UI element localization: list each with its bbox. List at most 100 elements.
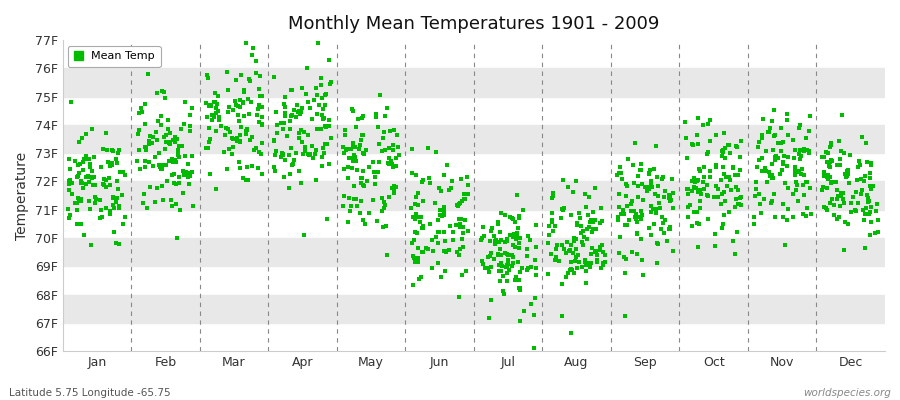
Point — [109, 156, 123, 162]
Point — [154, 166, 168, 172]
Point — [103, 163, 117, 169]
Point — [820, 173, 834, 179]
Point — [296, 232, 310, 238]
Point — [223, 128, 238, 135]
Point — [585, 245, 599, 251]
Point — [766, 175, 780, 182]
Point — [221, 146, 236, 152]
Point — [371, 124, 385, 131]
Point — [755, 132, 770, 138]
Point — [560, 238, 574, 245]
Point — [690, 220, 705, 226]
Point — [500, 235, 515, 242]
Point — [269, 148, 284, 154]
Point — [270, 122, 284, 128]
Point — [477, 233, 491, 239]
Point — [436, 210, 451, 216]
Point — [110, 195, 124, 201]
Point — [849, 189, 863, 196]
Point — [834, 147, 849, 154]
Point — [436, 248, 451, 255]
Point — [105, 202, 120, 209]
Point — [99, 204, 113, 211]
Point — [439, 249, 454, 256]
Bar — [62, 125, 885, 153]
Point — [85, 168, 99, 174]
Point — [651, 193, 665, 199]
Point — [149, 90, 164, 96]
Point — [491, 252, 506, 258]
Point — [87, 181, 102, 188]
Point — [158, 145, 173, 152]
Point — [662, 192, 676, 198]
Point — [344, 146, 358, 152]
Point — [858, 173, 872, 180]
Point — [833, 203, 848, 209]
Point — [475, 260, 490, 267]
Point — [580, 212, 595, 218]
Point — [230, 138, 244, 144]
Point — [85, 126, 99, 132]
Point — [688, 175, 702, 181]
Point — [610, 217, 625, 224]
Point — [435, 213, 449, 220]
Point — [386, 142, 400, 148]
Point — [832, 155, 847, 162]
Point — [703, 138, 717, 144]
Point — [222, 104, 237, 110]
Point — [354, 137, 368, 143]
Point — [588, 217, 602, 223]
Point — [157, 89, 171, 95]
Point — [793, 121, 807, 128]
Point — [500, 260, 515, 267]
Point — [346, 158, 360, 164]
Point — [356, 113, 370, 120]
Point — [296, 129, 310, 135]
Point — [202, 144, 216, 151]
Point — [831, 192, 845, 199]
Point — [617, 222, 632, 228]
Point — [500, 251, 515, 258]
Point — [767, 133, 781, 140]
Point — [71, 162, 86, 168]
Point — [354, 174, 368, 181]
Point — [433, 274, 447, 280]
Point — [631, 183, 645, 189]
Point — [350, 116, 365, 122]
Point — [767, 191, 781, 198]
Point — [145, 140, 159, 146]
Point — [409, 210, 423, 217]
Point — [481, 254, 495, 260]
Point — [309, 147, 323, 153]
Point — [243, 78, 257, 84]
Point — [860, 159, 874, 166]
Point — [94, 207, 109, 214]
Point — [625, 248, 639, 255]
Point — [315, 154, 329, 160]
Point — [141, 71, 156, 77]
Point — [348, 196, 363, 202]
Point — [104, 147, 119, 153]
Point — [691, 140, 706, 147]
Point — [497, 291, 511, 298]
Point — [680, 204, 695, 210]
Point — [142, 184, 157, 190]
Point — [385, 161, 400, 167]
Point — [61, 156, 76, 162]
Point — [410, 214, 424, 220]
Point — [316, 116, 330, 123]
Point — [355, 132, 369, 138]
Point — [830, 187, 844, 193]
Point — [356, 150, 370, 156]
Point — [242, 76, 256, 82]
Point — [729, 196, 743, 202]
Point — [146, 134, 160, 140]
Point — [183, 128, 197, 134]
Point — [824, 144, 838, 150]
Point — [565, 189, 580, 196]
Point — [859, 140, 873, 146]
Point — [513, 318, 527, 324]
Point — [283, 118, 297, 124]
Point — [512, 287, 526, 294]
Point — [512, 213, 526, 219]
